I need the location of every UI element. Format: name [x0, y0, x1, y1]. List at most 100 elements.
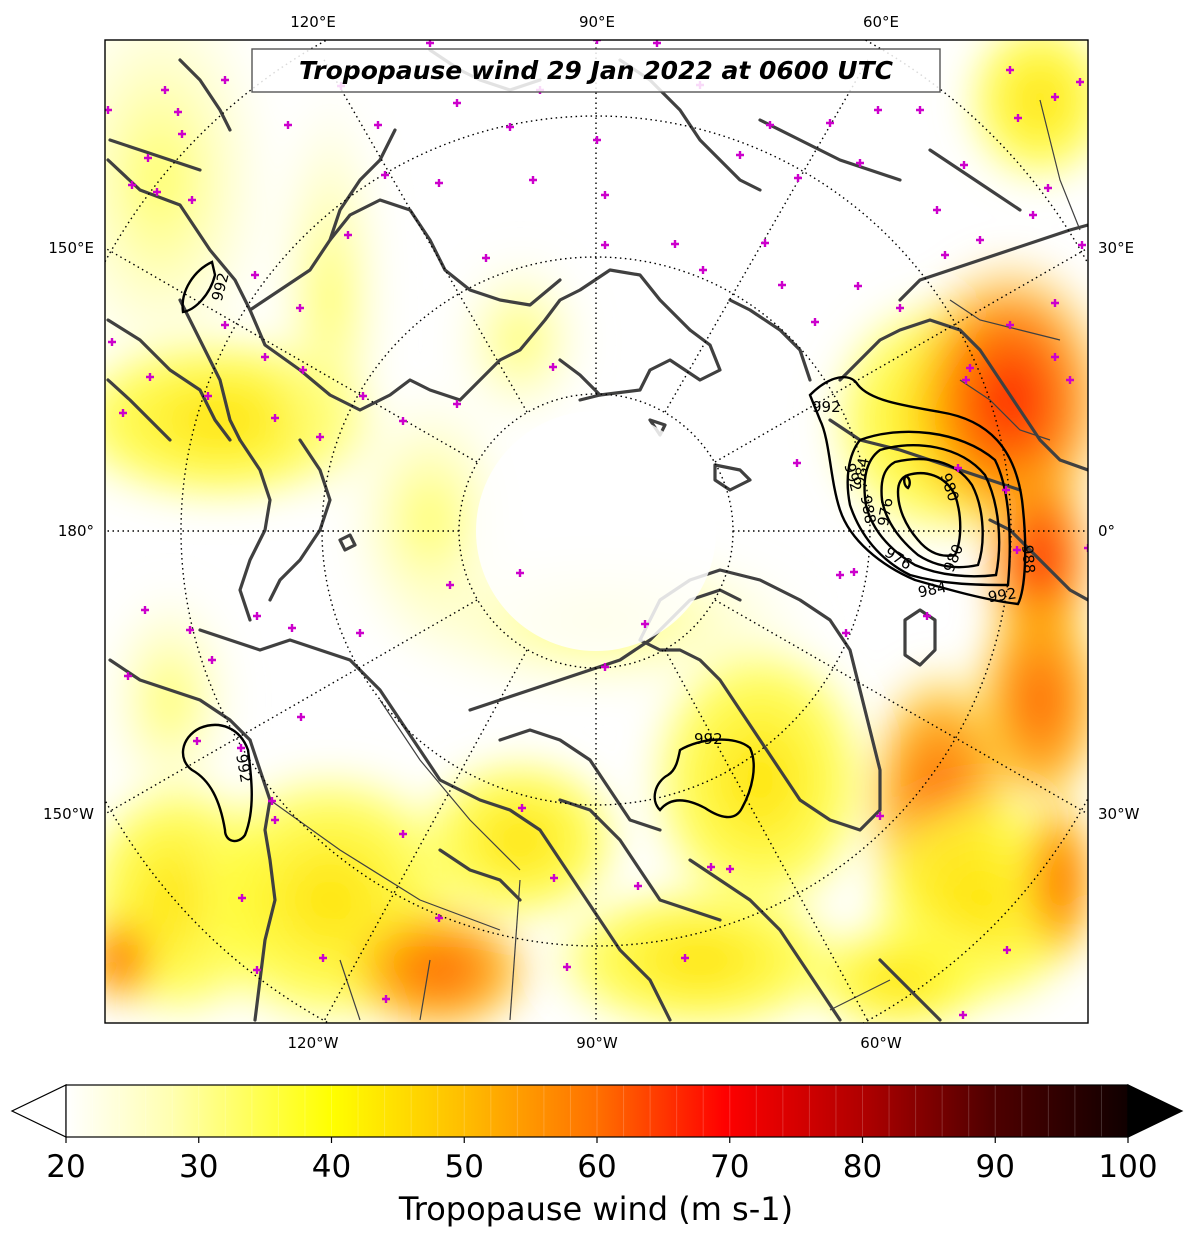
lon-label-top: 120°E	[290, 13, 336, 31]
lon-label-right: 0°	[1098, 522, 1115, 540]
station-marker	[962, 376, 970, 384]
station-marker	[174, 108, 182, 116]
station-marker	[516, 569, 524, 577]
station-marker	[221, 321, 229, 329]
station-marker	[593, 136, 601, 144]
station-marker	[681, 954, 689, 962]
station-marker	[1051, 93, 1059, 101]
station-marker	[453, 99, 461, 107]
station-marker	[1006, 66, 1014, 74]
colorbar-tick-label: 80	[843, 1149, 882, 1185]
station-marker	[876, 812, 884, 820]
station-marker	[251, 271, 259, 279]
station-marker	[778, 281, 786, 289]
contour-label: 984	[916, 578, 948, 602]
station-marker	[593, 40, 601, 44]
station-marker	[896, 304, 904, 312]
station-marker	[141, 606, 149, 614]
station-marker	[268, 797, 276, 805]
station-marker	[1003, 946, 1011, 954]
station-marker	[549, 363, 557, 371]
station-marker	[966, 364, 974, 372]
station-marker	[204, 392, 212, 400]
station-marker	[186, 626, 194, 634]
station-marker	[288, 624, 296, 632]
station-marker	[253, 966, 261, 974]
station-marker	[221, 76, 229, 84]
station-marker	[299, 366, 307, 374]
colorbar-tick-label: 90	[976, 1149, 1015, 1185]
station-marker	[761, 239, 769, 247]
station-marker	[1066, 376, 1074, 384]
station-marker	[153, 188, 161, 196]
station-marker	[726, 865, 734, 873]
station-marker	[1044, 184, 1052, 192]
station-marker	[271, 816, 279, 824]
borders	[269, 99, 1081, 1021]
colorbar-bar	[66, 1085, 1128, 1137]
contour-label: 976	[874, 496, 897, 527]
station-marker	[1051, 353, 1059, 361]
station-marker	[826, 119, 834, 127]
station-marker	[766, 121, 774, 129]
station-marker	[933, 206, 941, 214]
station-marker	[856, 159, 864, 167]
colorbar-tick-label: 70	[710, 1149, 749, 1185]
station-marker	[563, 963, 571, 971]
lon-label-left: 150°E	[48, 239, 94, 257]
contour-label: 992	[694, 730, 723, 748]
station-marker	[399, 830, 407, 838]
station-marker	[794, 174, 802, 182]
map-panel: 992 992 992 984 976 980 976 980 984 988 …	[105, 40, 1088, 1023]
station-marker	[382, 995, 390, 1003]
contour-label: 992	[812, 398, 841, 416]
colorbar: 20 30 40 50 60 70 80 90 100 Tropopause wind (m s…	[10, 1084, 1184, 1228]
station-marker	[374, 121, 382, 129]
station-marker	[161, 86, 169, 94]
station-marker	[1078, 241, 1086, 249]
colorbar-tick-label: 40	[312, 1149, 351, 1185]
station-marker	[435, 914, 443, 922]
title-box: Tropopause wind 29 Jan 2022 at 0600 UTC	[251, 48, 941, 93]
station-marker	[1006, 321, 1014, 329]
station-marker	[959, 1011, 967, 1019]
station-marker	[842, 629, 850, 637]
station-marker	[811, 318, 819, 326]
station-marker	[916, 106, 924, 114]
station-marker	[399, 417, 407, 425]
station-marker	[960, 161, 968, 169]
station-marker	[976, 236, 984, 244]
station-marker	[836, 571, 844, 579]
station-marker	[208, 656, 216, 664]
contour-label: 984	[850, 456, 873, 487]
colorbar-tick-label: 60	[577, 1149, 616, 1185]
station-marker	[1014, 114, 1022, 122]
station-marker	[453, 400, 461, 408]
lon-label-right: 30°W	[1098, 805, 1140, 823]
lon-label-bottom: 120°W	[288, 1034, 339, 1052]
station-marker	[271, 414, 279, 422]
pole-cap	[476, 411, 716, 651]
station-markers	[105, 40, 1088, 1019]
station-marker	[1002, 486, 1010, 494]
station-marker	[550, 874, 558, 882]
station-marker	[128, 181, 136, 189]
station-marker	[671, 240, 679, 248]
station-marker	[253, 612, 261, 620]
colorbar-extend-low	[10, 1084, 67, 1138]
colorbar-tick-label: 50	[445, 1149, 484, 1185]
station-marker	[238, 894, 246, 902]
station-marker	[941, 251, 949, 259]
station-marker	[641, 620, 649, 628]
lon-label-top: 60°E	[863, 13, 899, 31]
station-marker	[601, 241, 609, 249]
station-marker	[261, 353, 269, 361]
station-marker	[356, 629, 364, 637]
station-marker	[284, 121, 292, 129]
station-marker	[344, 231, 352, 239]
lon-label-bottom: 60°W	[860, 1034, 902, 1052]
colorbar-label: Tropopause wind (m s-1)	[398, 1190, 793, 1228]
map-border	[104, 39, 1089, 1024]
station-marker	[1013, 546, 1021, 554]
station-marker	[237, 744, 245, 752]
